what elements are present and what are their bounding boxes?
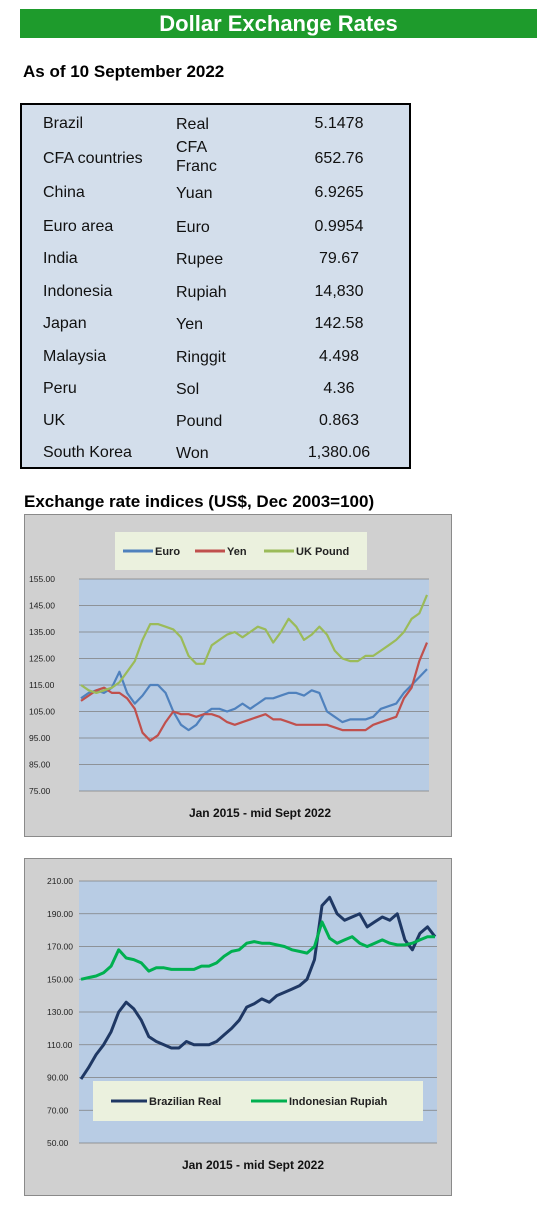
y-tick-label: 110.00 (47, 1040, 73, 1050)
chart-panel-2: 210.00 190.00 170.00 150.00 130.00 110.00 90.0… (24, 858, 452, 1196)
currency-cell: Ringgit (176, 349, 226, 366)
rate-value-cell: 142.58 (314, 315, 364, 332)
y-tick-label: 155.00 (29, 574, 55, 584)
rate-value-cell: 5.1478 (314, 115, 364, 132)
rate-value-cell: 4.36 (323, 380, 355, 397)
currency-cell: Pound (176, 413, 223, 430)
rates-table: Brazil Real 5.1478 CFA countries CFA Franc 65… (20, 103, 411, 469)
country-cell: India (43, 250, 78, 267)
y-tick-label: 70.00 (47, 1105, 69, 1115)
legend-label: UK Pound (296, 546, 349, 558)
chart-2: 210.00 190.00 170.00 150.00 130.00 110.00 90.0… (47, 876, 437, 1172)
series-line-0 (80, 668, 428, 732)
x-axis-label: Jan 2015 - mid Sept 2022 (182, 1158, 324, 1172)
rate-value-cell: 0.9954 (314, 218, 364, 235)
currency-cell: Yuan (176, 185, 213, 202)
chart-1: 155.00 145.00 135.00 125.00 115.00 105.00 95.0… (29, 532, 429, 820)
y-tick-label: 75.00 (29, 786, 51, 796)
series-line-2 (80, 594, 429, 694)
currency-cell: CFA Franc (176, 139, 217, 175)
legend-label: Brazilian Real (149, 1096, 221, 1108)
rate-value-cell: 1,380.06 (307, 444, 371, 461)
rate-value-cell: 79.67 (318, 250, 360, 267)
page-title: Dollar Exchange Rates (159, 11, 398, 36)
country-cell: Japan (43, 315, 87, 332)
country-cell: UK (43, 412, 66, 429)
page-title-banner: Dollar Exchange Rates (20, 9, 537, 38)
currency-cell: Rupiah (176, 284, 227, 301)
chart-panel-1: 155.00 145.00 135.00 125.00 115.00 105.00 95.0… (24, 514, 452, 837)
series-line-0 (79, 895, 437, 1080)
y-tick-label: 135.00 (29, 627, 55, 637)
series-line-1 (80, 642, 429, 742)
y-tick-label: 50.00 (47, 1138, 69, 1148)
y-tick-label: 150.00 (47, 974, 73, 984)
currency-cell: Sol (176, 381, 200, 398)
legend-label: Euro (155, 546, 180, 558)
country-cell: China (43, 184, 85, 201)
rate-value-cell: 0.863 (318, 412, 360, 429)
series-line-1 (80, 920, 435, 981)
y-tick-label: 115.00 (29, 680, 55, 690)
y-tick-label: 210.00 (47, 876, 73, 886)
country-cell: Brazil (43, 115, 84, 132)
currency-cell: Yen (176, 316, 203, 333)
country-cell: Malaysia (43, 348, 107, 365)
currency-cell: Real (176, 116, 209, 133)
legend-box (115, 532, 367, 570)
currency-cell: Won (176, 445, 209, 462)
country-cell: Peru (43, 380, 77, 397)
rate-value-cell: 6.9265 (314, 184, 364, 201)
y-tick-label: 145.00 (29, 601, 55, 611)
legend-label: Indonesian Rupiah (289, 1096, 388, 1108)
y-tick-label: 125.00 (29, 654, 55, 664)
currency-cell: Rupee (176, 251, 224, 268)
legend-label: Yen (227, 546, 247, 558)
country-cell: Indonesia (43, 283, 113, 300)
y-tick-label: 90.00 (47, 1073, 69, 1083)
currency-cell: Euro (176, 219, 210, 236)
section-title: Exchange rate indices (US$, Dec 2003=100… (24, 492, 375, 511)
x-axis-label: Jan 2015 - mid Sept 2022 (189, 806, 331, 820)
country-cell: CFA countries (43, 150, 143, 167)
y-tick-label: 105.00 (29, 707, 55, 717)
rate-value-cell: 14,830 (314, 283, 364, 300)
y-tick-label: 170.00 (47, 942, 73, 952)
y-tick-label: 130.00 (47, 1007, 73, 1017)
y-tick-label: 95.00 (29, 733, 51, 743)
rate-value-cell: 652.76 (314, 150, 364, 167)
country-cell: South Korea (43, 444, 132, 461)
y-tick-label: 190.00 (47, 909, 73, 919)
y-tick-label: 85.00 (29, 760, 51, 770)
country-cell: Euro area (43, 218, 114, 235)
rate-value-cell: 4.498 (318, 348, 360, 365)
as-of-date: As of 10 September 2022 (23, 62, 225, 81)
